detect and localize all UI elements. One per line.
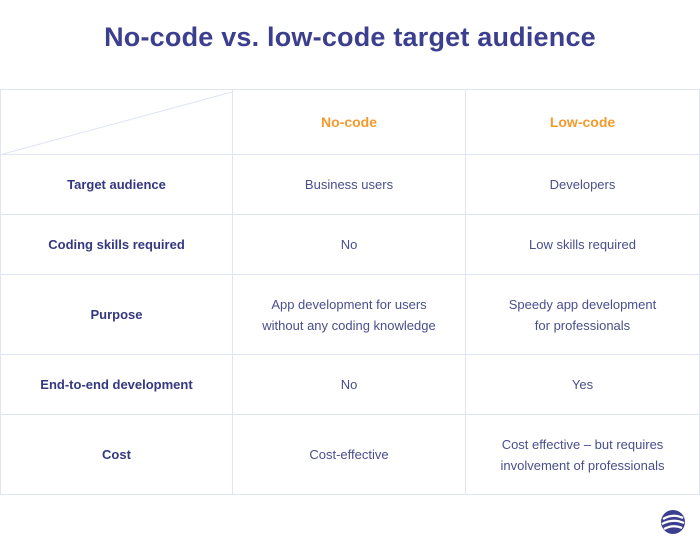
table-cell: Yes [466,355,700,415]
row-label: Coding skills required [0,215,233,275]
row-label: Purpose [0,275,233,355]
comparison-table: No-code Low-code Target audience Business u… [0,89,700,495]
table-cell: No [233,355,466,415]
table-cell: Speedy app development for professionals [466,275,700,355]
corner-cell [0,89,233,155]
text-line: for professionals [534,317,631,333]
row-label: End-to-end development [0,355,233,415]
column-header: Low-code [466,89,700,155]
table-cell: Low skills required [466,215,700,275]
table-cell: Cost-effective [233,415,466,495]
table-cell: App development for users without any cod… [233,275,466,355]
diagonal [2,91,233,155]
table-cell: Developers [466,155,700,215]
table-cell: Cost effective – but requires involvement… [466,415,700,495]
text-line: without any coding knowledge [262,317,436,333]
column-header: No-code [233,89,466,155]
text-line: App development for users [271,296,427,312]
table-cell: Business users [233,155,466,215]
title: No-code vs. low-code target audience [104,22,596,52]
text-line: Speedy app development [508,296,657,312]
text-line: Cost effective – but requires [501,436,664,452]
logo [661,510,685,534]
table-cell: No [233,215,466,275]
row-label: Cost [0,415,233,495]
row-label: Target audience [0,155,233,215]
text-line: involvement of professionals [500,457,665,473]
